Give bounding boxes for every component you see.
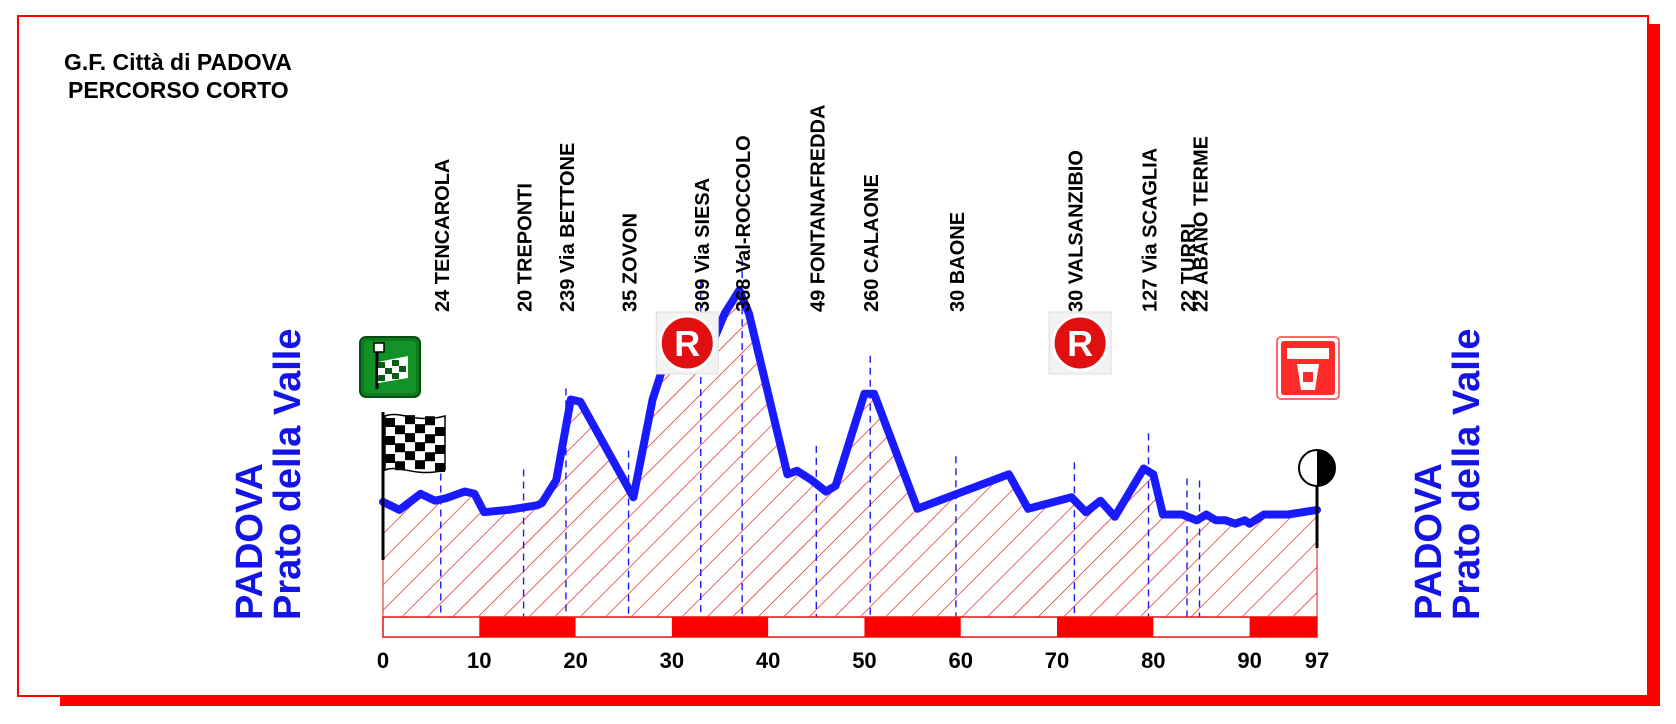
start-place-label: PADOVA Prato della Valle: [229, 329, 309, 620]
checkered-flag-icon: [381, 412, 446, 560]
red-finish-icon: [1276, 336, 1340, 400]
km-tick-label: 60: [948, 648, 972, 673]
km-tick-label: 90: [1237, 648, 1261, 673]
km-tick-labels: 0 10 20 30 40 50 60 70 80 90 97: [377, 648, 1329, 673]
refreshment-label: R: [1067, 323, 1093, 364]
finish-place-label: PADOVA Prato della Valle: [1408, 329, 1488, 620]
km-tick-label: 50: [852, 648, 876, 673]
scale-bar-segment: [479, 617, 576, 637]
waypoint-labels: 24 TENCAROLA 20 TREPONTI 239 Via BETTONE 35…: [432, 105, 1213, 312]
scale-bar-segment: [1249, 617, 1317, 637]
km-tick-label: 20: [563, 648, 587, 673]
green-start-flag-icon: [359, 336, 421, 398]
title-line-1: G.F. Città di PADOVA: [64, 49, 292, 75]
refreshment-r-icon: R: [1048, 311, 1112, 375]
km-tick-label: 10: [467, 648, 491, 673]
km-tick-label: 40: [756, 648, 780, 673]
km-tick-label: 70: [1045, 648, 1069, 673]
waypoint-label: 127 Via SCAGLIA: [1140, 148, 1162, 312]
waypoint-label: 24 TENCAROLA: [432, 159, 454, 312]
waypoint-label: 30 BAONE: [947, 212, 969, 312]
start-square: Prato della Valle: [267, 329, 309, 620]
waypoint-label: 20 TREPONTI: [515, 183, 537, 312]
scale-bar-segment: [671, 617, 769, 637]
finish-city: PADOVA: [1408, 463, 1450, 620]
waypoint-label: 260 CALAONE: [861, 174, 883, 312]
km-scale-bar: [382, 616, 1318, 638]
waypoint-label: 30 VALSANZIBIO: [1065, 150, 1087, 312]
waypoint-label: 368 Val-ROCCOLO: [733, 135, 755, 312]
km-tick-label: 0: [377, 648, 389, 673]
finish-line-marker-icon: [1298, 449, 1336, 548]
waypoint-label: 239 Via BETTONE: [557, 143, 579, 312]
waypoint-label: 22 ABANO TERME: [1191, 136, 1213, 312]
km-tick-label: 30: [660, 648, 684, 673]
elevation-profile-line: [379, 286, 1321, 528]
waypoint-label: 35 ZOVON: [620, 213, 642, 312]
km-tick-label: 80: [1141, 648, 1165, 673]
km-tick-label: 97: [1305, 648, 1329, 673]
scale-bar-segment: [864, 617, 961, 637]
profile-line-group: [379, 286, 1321, 528]
finish-square: Prato della Valle: [1446, 329, 1488, 620]
waypoint-label: 309 Via SIESA: [692, 178, 714, 312]
start-city: PADOVA: [229, 463, 271, 620]
scale-bar-segment: [1057, 617, 1154, 637]
refreshment-label: R: [674, 323, 700, 364]
waypoint-label: 22 TURRI: [1178, 223, 1200, 312]
waypoint-label: 49 FONTANAFREDDA: [807, 105, 829, 312]
title-line-2: PERCORSO CORTO: [68, 77, 289, 103]
refreshment-r-icon: R: [655, 311, 719, 375]
